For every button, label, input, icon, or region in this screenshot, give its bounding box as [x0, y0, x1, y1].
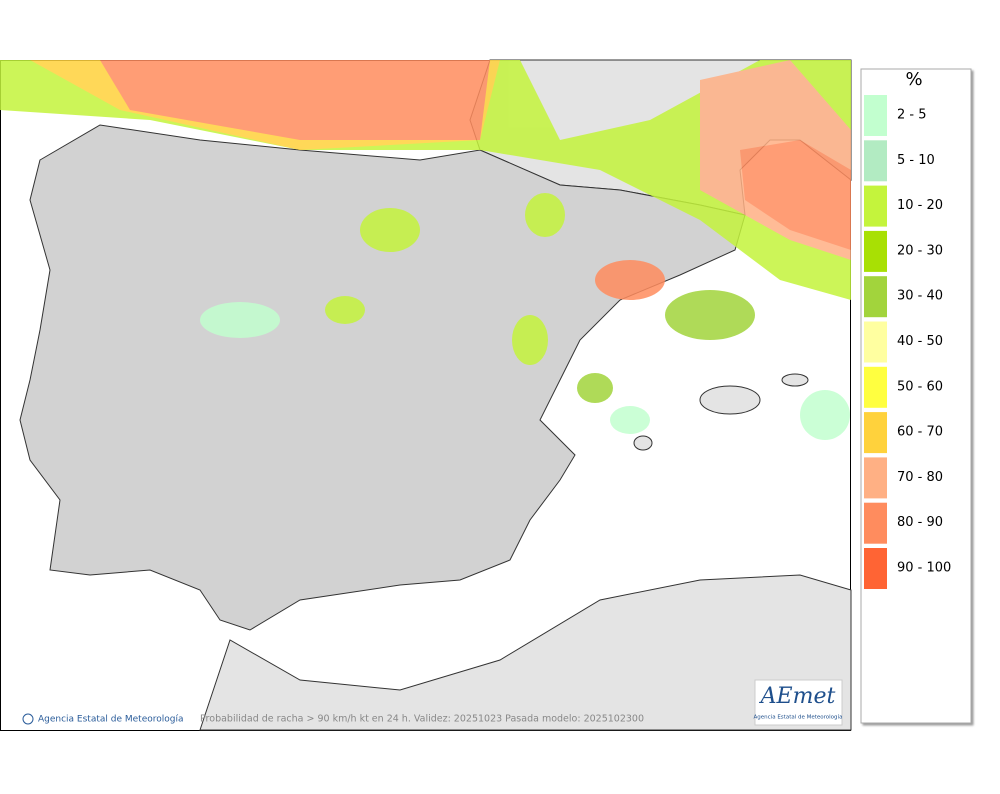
field-area: [665, 290, 755, 340]
agency-name: Agencia Estatal de Meteorología: [38, 715, 184, 725]
logo: AEmet Agencia Estatal de Meteorología: [754, 679, 843, 726]
map-caption: Probabilidad de racha > 90 km/h kt en 24…: [200, 714, 644, 725]
legend-label: 30 - 40: [897, 289, 943, 304]
legend-swatch: [864, 502, 887, 544]
field-area: [800, 390, 850, 440]
field-area: [610, 406, 650, 434]
legend-swatch: [864, 230, 887, 272]
legend-title: %: [905, 69, 922, 90]
field-area: [325, 296, 365, 324]
legend-label: 10 - 20: [897, 198, 943, 213]
mallorca: [699, 385, 761, 415]
copyright-icon: [22, 713, 34, 725]
field-area: [525, 193, 565, 237]
field-area: [200, 302, 280, 338]
menorca: [781, 373, 809, 387]
field-area: [100, 60, 490, 140]
legend-swatch: [864, 185, 887, 227]
legend-label: 50 - 60: [897, 379, 943, 394]
ibiza: [633, 435, 653, 451]
legend-label: 90 - 100: [897, 561, 951, 576]
legend-label: 5 - 10: [897, 153, 935, 168]
legend: % 2 - 5 5 - 10 10 - 20 20 - 30 30 - 40 40 - 5…: [860, 68, 972, 724]
field-area: [512, 315, 548, 365]
field-area: [577, 373, 613, 403]
footer: Agencia Estatal de Meteorología Probabil…: [22, 713, 644, 725]
legend-swatch: [864, 412, 887, 454]
iberia: [19, 124, 746, 631]
logo-name: AEmet: [759, 684, 836, 709]
field-area: [595, 260, 665, 300]
legend-label: 70 - 80: [897, 470, 943, 485]
legend-label: 60 - 70: [897, 425, 943, 440]
legend-swatch: [864, 276, 887, 318]
logo-subtitle: Agencia Estatal de Meteorología: [754, 714, 843, 721]
legend-label: 80 - 90: [897, 515, 943, 530]
legend-swatch: [864, 321, 887, 363]
legend-swatch: [864, 548, 887, 589]
legend-label: 2 - 5: [897, 108, 927, 123]
logo-box: [754, 679, 843, 726]
probability-field: [0, 60, 851, 440]
legend-label: 20 - 30: [897, 243, 943, 258]
legend-label: 40 - 50: [897, 334, 943, 349]
field-area: [740, 140, 851, 250]
field-area: [360, 208, 420, 252]
legend-swatch: [864, 457, 887, 499]
legend-swatch: [864, 140, 887, 182]
legend-swatch: [864, 366, 887, 408]
africa: [199, 574, 852, 731]
legend-swatch: [864, 95, 887, 136]
